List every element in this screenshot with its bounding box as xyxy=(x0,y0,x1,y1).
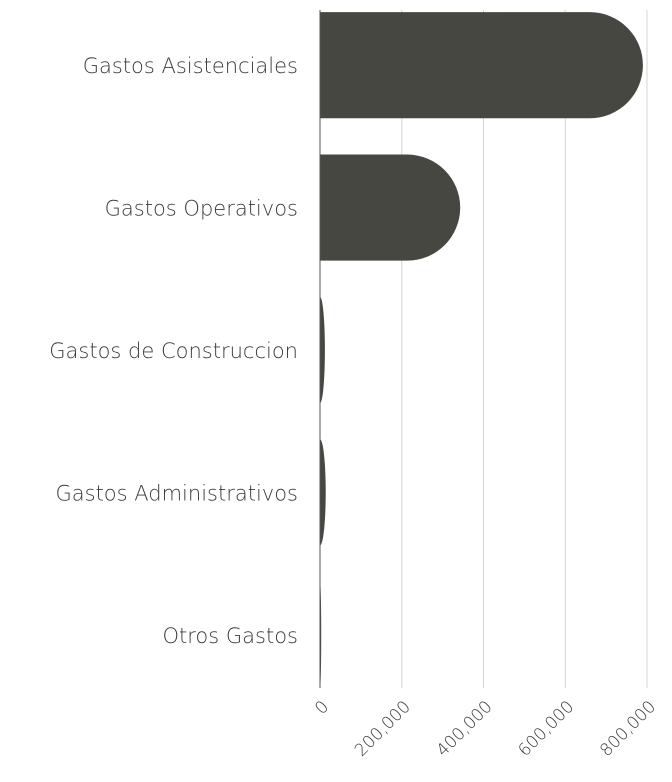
bar xyxy=(320,297,325,403)
y-tick-label: Otros Gastos xyxy=(162,624,298,648)
chart: 0 200,000 400,000 600,000 800,000 Gastos Asis… xyxy=(0,0,672,782)
y-tick-label: Gastos Asistenciales xyxy=(83,54,298,78)
x-tick-label: 800,000 xyxy=(596,697,660,761)
bar xyxy=(320,12,643,118)
x-tick-label: 0 xyxy=(311,697,333,719)
y-tick-label: Gastos de Construccion xyxy=(49,339,298,363)
bar xyxy=(320,439,326,545)
x-tick-label: 200,000 xyxy=(351,697,415,761)
y-tick-label: Gastos Administrativos xyxy=(55,481,298,505)
bar xyxy=(320,155,460,261)
x-tick-label: 600,000 xyxy=(514,697,578,761)
y-tick-label: Gastos Operativos xyxy=(105,197,298,221)
x-tick-label: 400,000 xyxy=(433,697,497,761)
